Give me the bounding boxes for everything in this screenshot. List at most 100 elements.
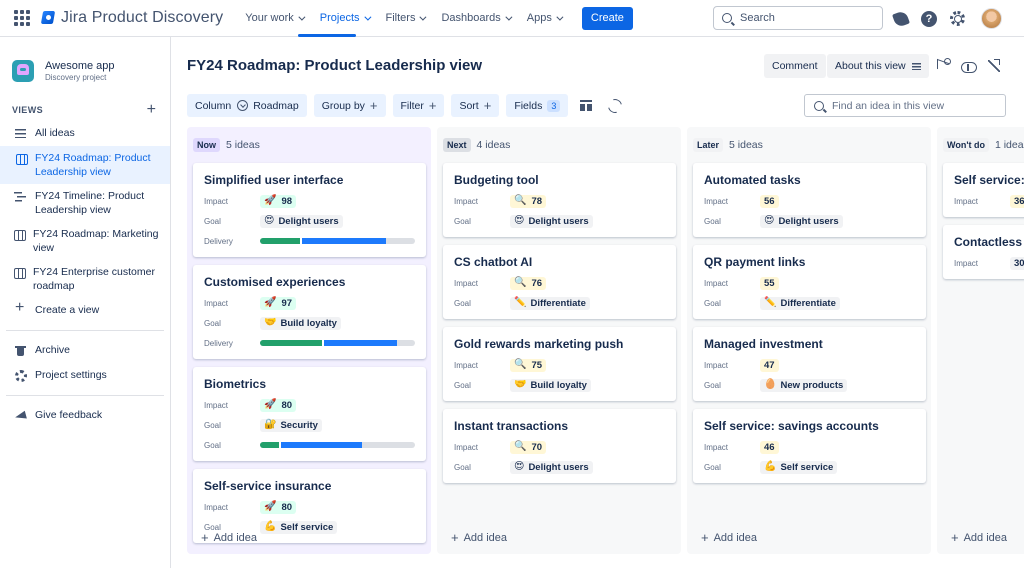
idea-card[interactable]: Self service: Impact 36 (943, 163, 1024, 217)
nav-projects[interactable]: Projects (320, 12, 371, 24)
idea-card[interactable]: Instant transactions Impact 🔍 70 Goal 😍 Deligh… (443, 409, 676, 483)
publish-icon[interactable] (960, 58, 977, 74)
sidebar: Awesome app Discovery project VIEWS + Al… (0, 37, 171, 568)
field-label: Impact (454, 196, 479, 206)
sidebar-item-create-view[interactable]: Create a view (0, 298, 170, 323)
goal-row: Goal 🔐 Security (204, 415, 415, 435)
button-label: Comment (772, 60, 818, 72)
sidebar-item-all-ideas[interactable]: All ideas (0, 121, 170, 146)
idea-title: Instant transactions (454, 419, 569, 433)
idea-card[interactable]: Self-service insurance Impact 🚀 80 Goal 💪 Self… (193, 469, 426, 543)
field-label: Goal (454, 216, 471, 226)
settings-icon[interactable] (949, 11, 965, 27)
idea-title: QR payment links (704, 255, 806, 269)
view-toolbar: Column Roadmap Group by + Filter + Sort + Fi… (187, 94, 631, 117)
global-search-input[interactable]: Search (713, 6, 883, 30)
idea-card[interactable]: Automated tasks Impact 56 Goal 😍 Delight user… (693, 163, 926, 237)
impact-value: 55 (760, 276, 779, 290)
field-label: Impact (704, 442, 729, 452)
autosave-icon[interactable] (603, 94, 625, 117)
field-label: Impact (204, 502, 229, 512)
sidebar-item-project-settings[interactable]: Project settings (0, 363, 170, 388)
goal-label: Delight users (278, 215, 339, 227)
add-idea-button[interactable]: + Add idea (201, 530, 257, 545)
sidebar-item-archive[interactable]: Archive (0, 338, 170, 363)
create-button[interactable]: Create (581, 6, 633, 30)
idea-card[interactable]: Customised experiences Impact 🚀 97 Goal 🤝 Buil… (193, 265, 426, 359)
divider (6, 395, 164, 396)
add-idea-button[interactable]: + Add idea (951, 530, 1007, 545)
impact-score: 56 (764, 195, 775, 207)
filter-button[interactable]: Filter + (392, 94, 445, 117)
app-switcher-icon[interactable] (14, 10, 30, 26)
page-title: FY24 Roadmap: Product Leadership view (187, 57, 483, 74)
idea-title: Managed investment (704, 337, 823, 351)
sidebar-item-enterprise-roadmap[interactable]: FY24 Enterprise customer roadmap (0, 260, 170, 298)
nav-your-work[interactable]: Your work (245, 12, 306, 24)
sidebar-item-label: Give feedback (35, 409, 103, 421)
lock-icon: 🔐 (264, 419, 277, 430)
idea-card[interactable]: Simplified user interface Impact 🚀 98 Goal 😍 D… (193, 163, 426, 257)
pencil-icon: ✏️ (514, 297, 527, 308)
impact-row: Impact 🔍 78 (454, 191, 665, 211)
card-layout-icon[interactable] (575, 94, 597, 117)
board-column: Next 4 ideas Budgeting tool Impact 🔍 78 Goal 😍 D… (437, 127, 681, 554)
fullscreen-icon[interactable] (986, 58, 1002, 74)
top-navigation: Jira Product Discovery Your work Project… (0, 0, 1024, 37)
views-list: All ideas FY24 Roadmap: Product Leadersh… (0, 121, 170, 323)
idea-card[interactable]: Managed investment Impact 47 Goal 🥚 New produ… (693, 327, 926, 401)
impact-row: Impact 36 (954, 191, 1024, 211)
plus-icon: + (201, 530, 209, 545)
idea-card[interactable]: Budgeting tool Impact 🔍 78 Goal 😍 Delight user… (443, 163, 676, 237)
idea-title: Customised experiences (204, 275, 346, 289)
nav-apps[interactable]: Apps (527, 12, 564, 24)
search-icon (814, 100, 824, 111)
goal-tag: ✏️ Differentiate (510, 296, 590, 310)
help-icon[interactable]: ? (921, 10, 937, 27)
project-header[interactable]: Awesome app Discovery project (0, 37, 170, 89)
sidebar-item-timeline-leadership[interactable]: FY24 Timeline: Product Leadership view (0, 184, 170, 222)
sidebar-item-roadmap-leadership[interactable]: FY24 Roadmap: Product Leadership view (0, 146, 170, 184)
notification-icon[interactable] (892, 9, 910, 28)
sidebar-item-give-feedback[interactable]: Give feedback (0, 403, 170, 428)
fields-button[interactable]: Fields 3 (506, 94, 569, 117)
impact-row: Impact 🚀 98 (204, 191, 415, 211)
add-idea-button[interactable]: + Add idea (451, 530, 507, 545)
nav-dashboards[interactable]: Dashboards (441, 12, 513, 24)
add-idea-button[interactable]: + Add idea (701, 530, 757, 545)
column-header: Later 5 ideas (693, 138, 763, 152)
add-view-icon[interactable]: + (146, 101, 156, 118)
impact-row: Impact 46 (704, 437, 915, 457)
goal-row: Goal 😍 Delight users (204, 211, 415, 231)
find-idea-input[interactable]: Find an idea in this view (804, 94, 1006, 117)
project-avatar-icon (12, 59, 34, 82)
idea-title: Budgeting tool (454, 173, 539, 187)
group-by-button[interactable]: Group by + (313, 94, 386, 117)
idea-card[interactable]: Self service: savings accounts Impact 46 Go… (693, 409, 926, 483)
share-icon[interactable] (935, 58, 951, 74)
column-button[interactable]: Column Roadmap (187, 94, 307, 117)
idea-card[interactable]: Biometrics Impact 🚀 80 Goal 🔐 Security Goal (193, 367, 426, 461)
sidebar-item-roadmap-marketing[interactable]: FY24 Roadmap: Marketing view (0, 222, 170, 260)
idea-card[interactable]: Contactless Impact 30 (943, 225, 1024, 279)
sort-button[interactable]: Sort + (451, 94, 500, 117)
nav-filters[interactable]: Filters (386, 12, 427, 24)
column-count: 5 ideas (226, 139, 260, 151)
button-label: Group by (321, 99, 365, 112)
plus-icon (14, 301, 28, 318)
comment-button[interactable]: Comment (764, 54, 826, 78)
about-view-button[interactable]: About this view (827, 54, 929, 78)
avatar[interactable] (981, 8, 1002, 29)
column-count: 5 ideas (729, 139, 763, 151)
goal-label: Differentiate (530, 297, 586, 309)
field-label: Goal (454, 380, 471, 390)
idea-card[interactable]: Gold rewards marketing push Impact 🔍 75 Goal… (443, 327, 676, 401)
sidebar-item-label: FY24 Enterprise customer roadmap (33, 266, 155, 292)
idea-card[interactable]: QR payment links Impact 55 Goal ✏️ Differenti… (693, 245, 926, 319)
pencil-icon: ✏️ (764, 297, 777, 308)
product-logo[interactable]: Jira Product Discovery (40, 9, 223, 27)
board-icon (16, 154, 28, 165)
goal-label: Security (280, 419, 318, 431)
impact-value: 🚀 98 (260, 194, 297, 208)
idea-card[interactable]: CS chatbot AI Impact 🔍 76 Goal ✏️ Differentiat… (443, 245, 676, 319)
